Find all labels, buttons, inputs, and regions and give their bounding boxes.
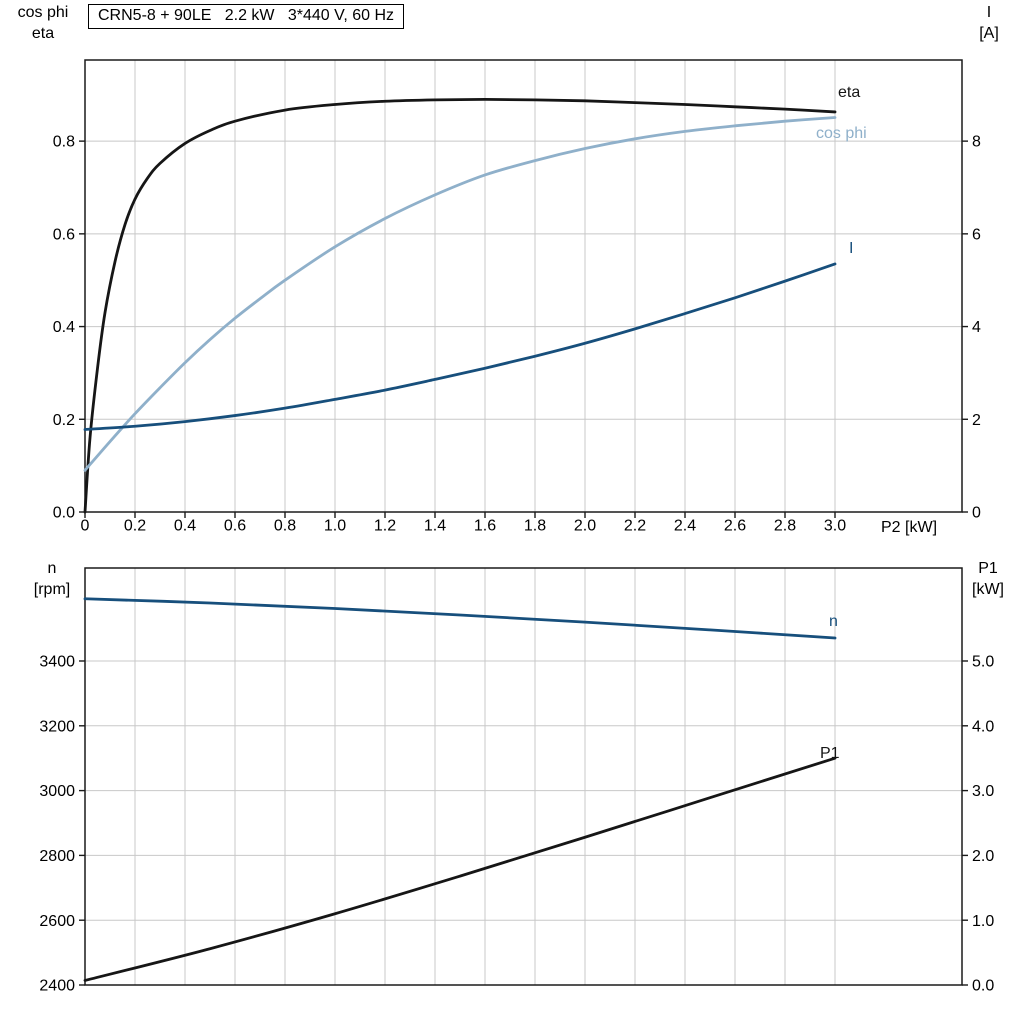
left-tick-label: 0.4 <box>53 319 75 336</box>
top-right-axis-label: I [A] <box>960 2 1018 44</box>
right-tick-label: 2.0 <box>972 848 994 865</box>
x-tick-label: 0 <box>81 517 90 534</box>
right-tick-label: 1.0 <box>972 913 994 930</box>
x-tick-label: 0.2 <box>124 517 146 534</box>
right-tick-label: 0 <box>972 505 981 522</box>
x-tick-label: 1.6 <box>474 517 496 534</box>
x-tick-label: 0.6 <box>224 517 246 534</box>
right-axis-label-line2: [A] <box>979 25 999 42</box>
x-tick-label: 1.2 <box>374 517 396 534</box>
p1-axis-label-line1: P1 <box>978 560 998 577</box>
series-label-n: n <box>829 613 838 630</box>
x-tick-label: 1.8 <box>524 517 546 534</box>
chart-title: CRN5-8 + 90LE 2.2 kW 3*440 V, 60 Hz <box>88 4 405 29</box>
x-tick-label: 2.0 <box>574 517 596 534</box>
right-tick-label: 3.0 <box>972 783 994 800</box>
right-axis-label-line1: I <box>986 4 992 21</box>
left-tick-label: 0.6 <box>53 226 75 243</box>
plot-border <box>84 59 963 513</box>
x-tick-label: 1.4 <box>424 517 446 534</box>
series-n <box>83 597 837 640</box>
series-label-eta: eta <box>838 84 860 101</box>
n-axis-label-line2: [rpm] <box>33 581 71 598</box>
right-tick-label: 4 <box>972 319 981 336</box>
series-I <box>83 262 837 431</box>
right-tick-label: 6 <box>972 226 981 243</box>
p1-axis-label-line2: [kW] <box>972 581 1004 598</box>
left-tick-label: 3000 <box>39 783 75 800</box>
x-tick-label: 2.8 <box>774 517 796 534</box>
series-eta <box>83 98 837 514</box>
left-tick-label: 2800 <box>39 848 75 865</box>
top-left-axis-label: cos phi eta <box>2 2 84 44</box>
right-tick-label: 2 <box>972 412 981 429</box>
right-tick-label: 5.0 <box>972 654 994 671</box>
left-tick-label: 3200 <box>39 718 75 735</box>
right-tick-label: 4.0 <box>972 718 994 735</box>
left-tick-label: 2400 <box>39 978 75 995</box>
left-tick-label: 0.0 <box>53 505 75 522</box>
left-axis-label-line1: cos phi <box>17 4 69 21</box>
x-axis-label: P2 [kW] <box>881 519 938 536</box>
x-tick-label: 2.2 <box>624 517 646 534</box>
left-tick-label: 0.2 <box>53 412 75 429</box>
x-tick-label: 2.6 <box>724 517 746 534</box>
x-tick-label: 2.4 <box>674 517 696 534</box>
left-axis-label-line2: eta <box>31 25 55 42</box>
bottom-left-axis-label: n [rpm] <box>20 558 84 600</box>
n-axis-label-line1: n <box>47 560 57 577</box>
left-tick-label: 2600 <box>39 913 75 930</box>
x-tick-label: 3.0 <box>824 517 846 534</box>
series-label-cos-phi: cos phi <box>816 125 867 142</box>
left-tick-label: 3400 <box>39 654 75 671</box>
plot-border <box>84 567 963 986</box>
x-tick-label: 0.4 <box>174 517 196 534</box>
series-label-P1: P1 <box>820 745 840 762</box>
series-label-I: I <box>849 240 853 257</box>
series-cos-phi <box>83 116 837 472</box>
x-tick-label: 1.0 <box>324 517 346 534</box>
bottom-right-axis-label: P1 [kW] <box>958 558 1018 600</box>
series-P1 <box>83 756 837 982</box>
left-tick-label: 0.8 <box>53 134 75 151</box>
right-tick-label: 8 <box>972 134 981 151</box>
right-tick-label: 0.0 <box>972 978 994 995</box>
x-tick-label: 0.8 <box>274 517 296 534</box>
